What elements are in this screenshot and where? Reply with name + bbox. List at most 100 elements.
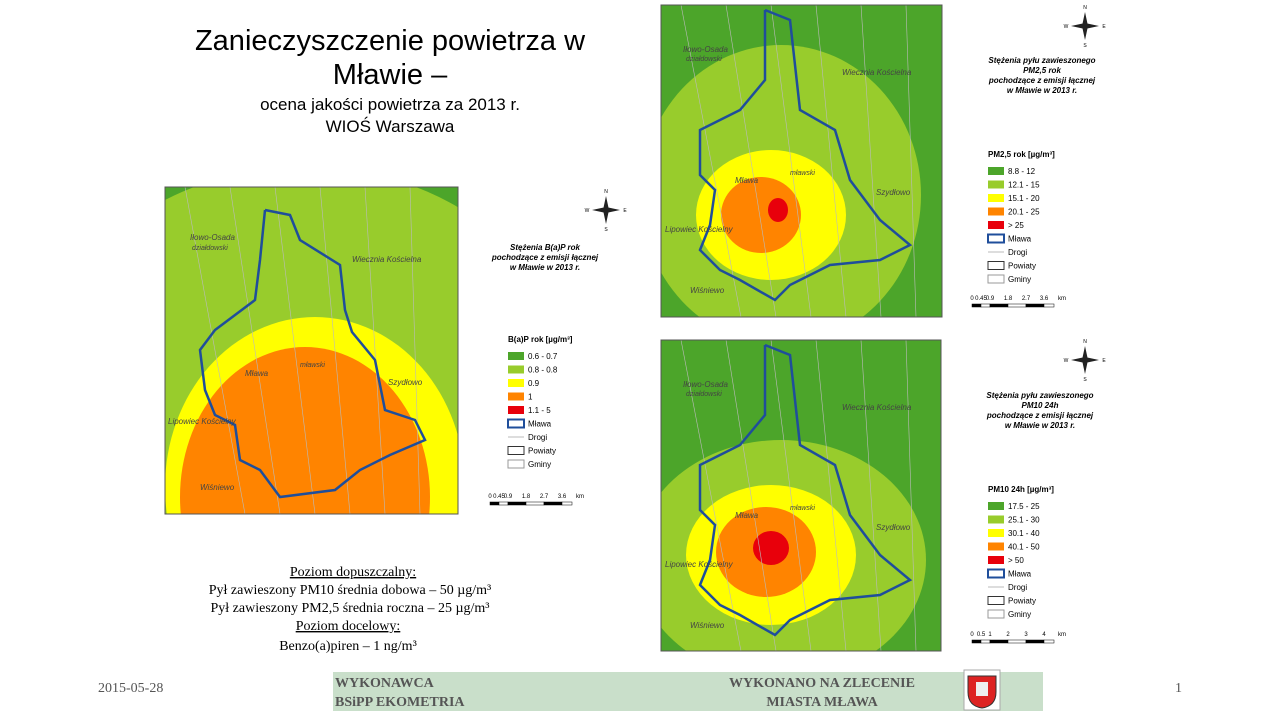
compass-letter: W — [1064, 358, 1069, 364]
road — [184, 187, 246, 514]
road — [680, 5, 742, 317]
compass — [1071, 346, 1099, 374]
place-label: Lipowiec Kościelny — [665, 225, 734, 234]
map-title: Stężenia pyłu zawieszonego — [988, 56, 1095, 65]
place-label: Iłowo-Osada — [683, 45, 728, 54]
legend-swatch — [988, 529, 1004, 537]
compass-letter: N — [1083, 5, 1087, 11]
map — [661, 340, 941, 651]
legend-swatch — [987, 261, 1005, 270]
scale-segment — [561, 501, 573, 506]
legend-swatch — [508, 365, 524, 374]
scale-segment — [507, 501, 527, 506]
scale-segment — [1007, 639, 1027, 644]
subtitle: WIOŚ Warszawa — [326, 117, 455, 136]
scale-segment — [989, 303, 1009, 308]
map-title: pochodzące z emisji łącznej — [986, 411, 1094, 420]
zone — [721, 177, 801, 253]
legend-label: 0.9 — [528, 379, 540, 388]
road — [725, 340, 777, 651]
title: Mławie – — [333, 59, 448, 91]
place-label: Wiecznia Kościelna — [352, 255, 422, 264]
road — [905, 340, 917, 651]
legend-swatch — [508, 352, 524, 360]
footer-text: BSiPP EKOMETRIA — [335, 695, 465, 710]
place-label: mławski — [790, 505, 815, 512]
place-label: mławski — [790, 170, 815, 177]
city-boundary — [698, 343, 913, 637]
place-label: Mława — [245, 369, 269, 378]
scale-label: 0 — [970, 632, 974, 638]
scale-label: 1.8 — [1004, 296, 1013, 302]
place-label: Szydłowo — [876, 523, 911, 532]
road — [860, 340, 882, 651]
scale-label: 3.6 — [558, 494, 567, 500]
scale-label: 2 — [1006, 632, 1010, 638]
legend-label: 40.1 - 50 — [1008, 543, 1040, 552]
compass — [592, 196, 620, 224]
limits-heading: Poziom docelowy: — [296, 619, 401, 634]
scale-label: 0.9 — [504, 494, 513, 500]
footer-text: WYKONAWCA — [335, 676, 435, 691]
legend-swatch — [988, 556, 1004, 564]
map-title: w Mławie w 2013 r. — [1005, 421, 1075, 430]
scale-segment — [498, 501, 509, 506]
limits-line: Benzo(a)piren – 1 ng/m³ — [279, 639, 417, 654]
city-boundary — [698, 8, 913, 302]
place-label: Iłowo-Osada — [683, 380, 728, 389]
limits-line: Pył zawieszony PM2,5 średnia roczna – 25… — [211, 601, 490, 616]
road — [274, 187, 316, 514]
legend-label: 30.1 - 40 — [1008, 529, 1040, 538]
map-frame — [660, 4, 943, 318]
road — [229, 187, 281, 514]
scale-label: 0.9 — [986, 296, 995, 302]
scale-segment — [1043, 303, 1055, 308]
scale-label: 3 — [1024, 632, 1028, 638]
footer-text: MIASTA MŁAWA — [766, 695, 878, 710]
legend-label: 0.8 - 0.8 — [528, 366, 558, 375]
compass — [1071, 12, 1099, 40]
place-label: Iłowo-Osada — [190, 233, 235, 242]
scale-label: 0.45 — [975, 296, 987, 302]
legend-swatch — [987, 233, 1005, 244]
scale-label: km — [1058, 632, 1066, 638]
scale-segment — [543, 501, 563, 506]
place-label: działdowski — [192, 245, 228, 252]
legend-title: PM2,5 rok [µg/m³] — [988, 150, 1055, 159]
legend-label: Powiaty — [1008, 597, 1036, 606]
scale-label: 1 — [988, 632, 992, 638]
legend-label: > 50 — [1008, 556, 1024, 565]
legend-swatch — [987, 568, 1005, 579]
map-title: w Mławie w 2013 r. — [510, 263, 580, 272]
place-label: Szydłowo — [876, 188, 911, 197]
road — [319, 187, 351, 514]
compass-letter: S — [1083, 43, 1087, 49]
legend-label: Drogi — [1008, 248, 1027, 257]
legend-swatch — [987, 609, 1005, 619]
scale-segment — [980, 303, 991, 308]
limits-heading: Poziom dopuszczalny: — [290, 565, 416, 580]
legend-swatch — [508, 406, 524, 414]
place-label: Lipowiec Kościelny — [665, 560, 734, 569]
compass-letter: N — [604, 189, 608, 195]
map-title: pochodzące z emisji łącznej — [491, 253, 599, 262]
compass-letter: W — [585, 208, 590, 214]
legend-swatch — [507, 446, 525, 455]
road — [409, 187, 421, 514]
map-frame — [164, 186, 459, 515]
legend-swatch — [508, 379, 524, 387]
scale-segment — [971, 639, 982, 644]
scale-label: 2.7 — [1022, 296, 1031, 302]
place-label: Mława — [735, 511, 759, 520]
legend-label: Gminy — [1008, 610, 1031, 619]
place-label: Szydłowo — [388, 378, 423, 387]
legend-label: 20.1 - 25 — [1008, 208, 1040, 217]
compass-letter: E — [623, 208, 627, 214]
subtitle: ocena jakości powietrza za 2013 r. — [260, 95, 520, 114]
place-label: Wiśniewo — [200, 483, 235, 492]
map-frame — [660, 339, 942, 652]
legend-label: 12.1 - 15 — [1008, 181, 1040, 190]
legend-swatch — [507, 459, 525, 469]
place-label: Mława — [735, 176, 759, 185]
